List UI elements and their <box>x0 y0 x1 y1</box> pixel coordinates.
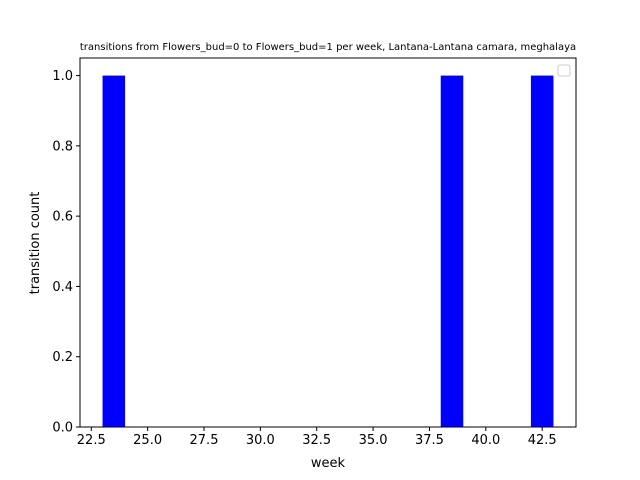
x-tick-label-2: 27.5 <box>190 433 219 448</box>
x-tick-label-7: 40.0 <box>471 433 500 448</box>
x-tick-label-6: 37.5 <box>415 433 444 448</box>
bar-2 <box>530 75 554 428</box>
x-tick-label-0: 22.5 <box>77 433 106 448</box>
y-tick-label-4: 0.8 <box>52 139 73 154</box>
y-tick-label-0: 0.0 <box>52 421 73 436</box>
x-tick-label-4: 32.5 <box>302 433 331 448</box>
y-tick-label-3: 0.6 <box>52 210 73 225</box>
x-tick-label-1: 25.0 <box>133 433 162 448</box>
x-axis-title: week <box>311 456 346 471</box>
y-tick-label-2: 0.4 <box>52 280 73 295</box>
y-tick-label-1: 0.2 <box>52 350 73 365</box>
x-tick-label-3: 30.0 <box>246 433 275 448</box>
bar-0 <box>102 75 126 428</box>
legend-box <box>557 64 571 77</box>
bar-1 <box>440 75 464 428</box>
axes-frame <box>79 57 577 428</box>
y-axis-title: transition count <box>28 192 43 295</box>
x-tick-label-8: 42.5 <box>528 433 557 448</box>
x-tick-label-5: 35.0 <box>359 433 388 448</box>
chart-title: transitions from Flowers_bud=0 to Flower… <box>80 42 576 53</box>
y-tick-label-5: 1.0 <box>52 69 73 84</box>
plot-area: 22.5 25.0 27.5 30.0 32.5 35.0 37.5 40.0 42.5 0.0 0… <box>52 57 577 448</box>
